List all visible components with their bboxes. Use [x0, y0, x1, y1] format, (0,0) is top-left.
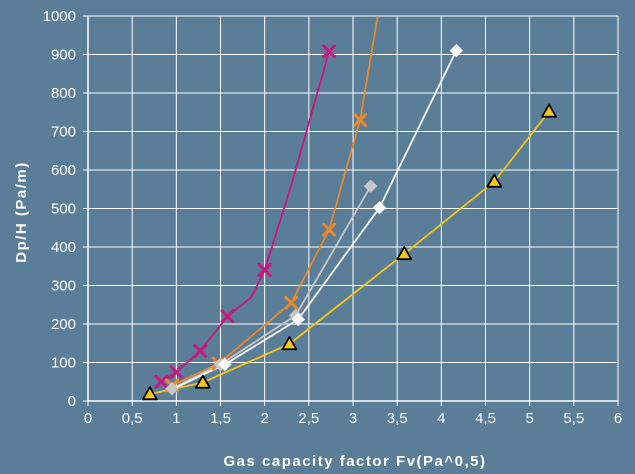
data-point-x-2 [353, 112, 368, 127]
data-point-diamond-4 [218, 357, 232, 372]
x-tick-label: 1 [172, 410, 180, 427]
data-point-diamond-3 [363, 179, 378, 193]
x-tick-label: 2 [260, 410, 268, 427]
y-tick-label: 100 [51, 355, 76, 372]
data-point-diamond-4 [291, 312, 305, 327]
data-point-diamond-4 [372, 201, 387, 215]
data-point-x-1 [154, 374, 169, 389]
grid [88, 15, 619, 401]
x-tick-label: 5,5 [563, 410, 584, 427]
data-point-triangle-5 [194, 374, 211, 389]
data-point-triangle-5 [281, 336, 298, 351]
data-point-triangle-5 [141, 386, 158, 401]
y-tick-label: 1000 [43, 8, 76, 25]
series-line-3 [171, 185, 372, 390]
x-tick-label: 5 [525, 410, 533, 427]
x-tick-label: 0 [84, 410, 92, 427]
y-tick-label: 400 [51, 239, 76, 256]
data-point-diamond-3 [165, 381, 179, 396]
axes [83, 15, 619, 406]
series-line-2 [171, 16, 379, 387]
data-point-x-1 [220, 309, 235, 324]
series-markers [141, 43, 557, 401]
data-point-x-1 [169, 365, 184, 380]
y-tick-label: 900 [51, 47, 76, 64]
x-tick-label: 2,5 [298, 410, 319, 427]
y-tick-label: 800 [51, 85, 76, 102]
data-point-x-1 [193, 343, 208, 358]
x-tick-label: 4 [437, 410, 445, 427]
x-tick-label: 3 [349, 410, 357, 427]
x-tick-label: 6 [614, 410, 622, 427]
y-tick-label: 600 [51, 162, 76, 179]
series-line-5 [149, 110, 550, 395]
data-point-triangle-5 [396, 246, 413, 261]
y-tick-labels: 0 100 200 300 400 500 600 700 800 900 1000 [43, 8, 76, 410]
y-tick-label: 200 [51, 316, 76, 333]
y-tick-label: 700 [51, 124, 76, 141]
data-point-diamond-4 [449, 43, 464, 58]
data-point-x-2 [322, 222, 337, 237]
x-tick-label: 3,5 [387, 410, 408, 427]
x-tick-label: 1,5 [210, 410, 231, 427]
data-point-x-2 [284, 295, 299, 310]
y-tick-label: 300 [51, 278, 76, 295]
y-tick-label: 0 [68, 393, 76, 410]
y-tick-label: 500 [51, 201, 76, 218]
x-tick-label: 0,5 [122, 410, 143, 427]
x-tick-label: 4,5 [475, 410, 496, 427]
x-tick-labels: 0 0,5 1 1,5 2 2,5 3 3,5 4 4,5 5 5,5 6 [84, 410, 622, 427]
y-axis-label: Dp/H (Pa/m) [13, 161, 30, 263]
data-point-x-1 [257, 263, 272, 278]
data-point-x-1 [322, 44, 337, 59]
data-point-triangle-5 [486, 173, 503, 188]
x-axis-label: Gas capacity factor Fv(Pa^0,5) [223, 453, 486, 470]
data-point-triangle-5 [541, 103, 557, 118]
